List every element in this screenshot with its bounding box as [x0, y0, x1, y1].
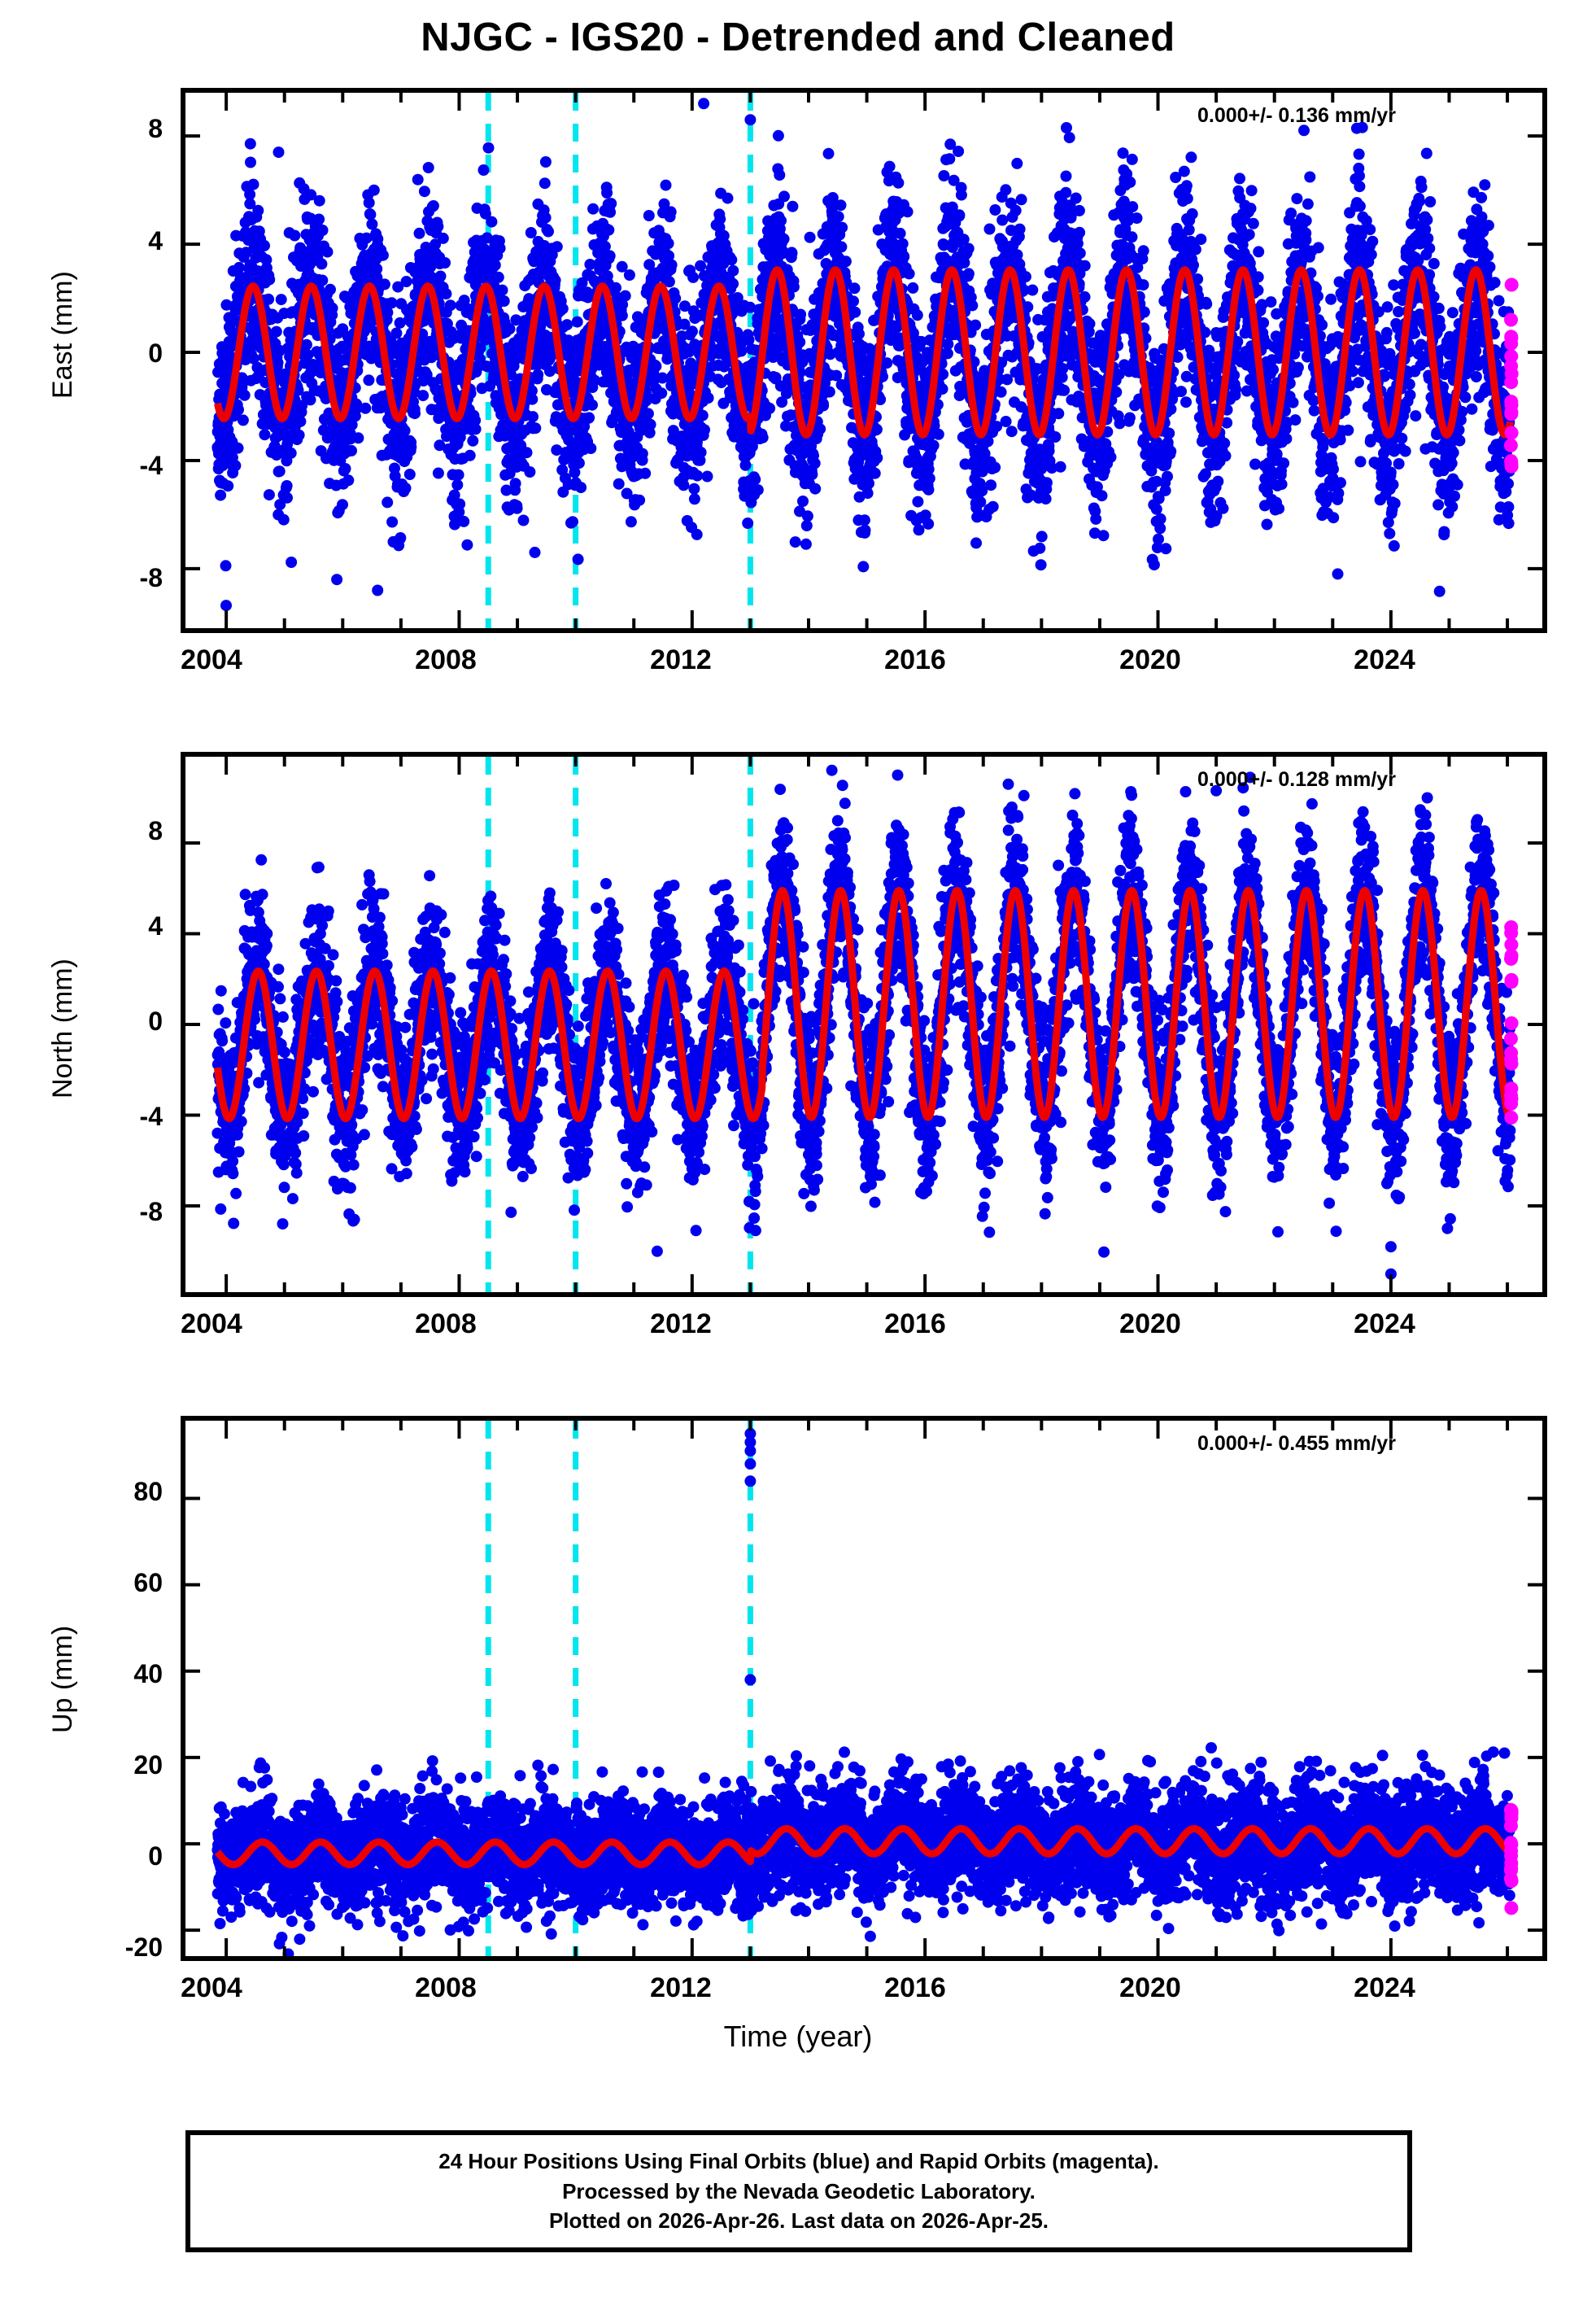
plot-frame-up[interactable]: [181, 1416, 1547, 1961]
y-tick-up-2: 40: [73, 1659, 163, 1689]
x-tick-up-2: 2012: [600, 1972, 762, 2004]
figure-caption-box: 24 Hour Positions Using Final Orbits (bl…: [185, 2130, 1412, 2252]
x-tick-east-3: 2016: [834, 644, 996, 676]
x-axis-title: Time (year): [0, 2020, 1596, 2054]
x-tick-north-2: 2012: [600, 1308, 762, 1340]
plot-frame-east[interactable]: [181, 88, 1547, 633]
x-tick-up-5: 2024: [1303, 1972, 1466, 2004]
y-tick-up-5: -20: [73, 1933, 163, 1963]
y-tick-north-0: 8: [89, 816, 163, 846]
y-tick-east-2: 0: [89, 338, 163, 369]
y-tick-north-2: 0: [89, 1007, 163, 1037]
y-tick-up-1: 60: [73, 1568, 163, 1598]
x-tick-east-5: 2024: [1303, 644, 1466, 676]
y-axis-label-east: East (mm): [47, 271, 79, 399]
y-tick-north-3: -4: [89, 1102, 163, 1132]
y-tick-east-0: 8: [89, 114, 163, 144]
x-tick-up-1: 2008: [364, 1972, 527, 2004]
y-tick-up-0: 80: [73, 1477, 163, 1507]
plot-area-north[interactable]: [185, 757, 1542, 1292]
x-tick-north-5: 2024: [1303, 1308, 1466, 1340]
y-tick-east-3: -4: [89, 451, 163, 481]
x-tick-north-1: 2008: [364, 1308, 527, 1340]
y-tick-east-4: -8: [89, 563, 163, 593]
y-axis-label-north: North (mm): [47, 959, 79, 1098]
plot-area-up[interactable]: [185, 1421, 1542, 1956]
x-tick-north-0: 2004: [130, 1308, 293, 1340]
x-tick-east-2: 2012: [600, 644, 762, 676]
x-tick-up-0: 2004: [130, 1972, 293, 2004]
y-tick-north-4: -8: [89, 1197, 163, 1227]
rate-annotation-up: 0.000+/- 0.455 mm/yr: [1197, 1432, 1396, 1456]
x-tick-north-4: 2020: [1069, 1308, 1232, 1340]
x-tick-east-1: 2008: [364, 644, 527, 676]
x-tick-up-4: 2020: [1069, 1972, 1232, 2004]
plot-frame-north[interactable]: [181, 752, 1547, 1297]
y-tick-east-1: 4: [89, 226, 163, 256]
rate-annotation-east: 0.000+/- 0.136 mm/yr: [1197, 104, 1396, 128]
caption-line-2: Processed by the Nevada Geodetic Laborat…: [562, 2177, 1036, 2207]
x-tick-up-3: 2016: [834, 1972, 996, 2004]
x-tick-east-0: 2004: [130, 644, 293, 676]
x-tick-north-3: 2016: [834, 1308, 996, 1340]
rate-annotation-north: 0.000+/- 0.128 mm/yr: [1197, 768, 1396, 792]
y-tick-north-1: 4: [89, 911, 163, 941]
page-title: NJGC - IGS20 - Detrended and Cleaned: [0, 15, 1596, 60]
plot-area-east[interactable]: [185, 93, 1542, 628]
caption-line-3: Plotted on 2026-Apr-26. Last data on 202…: [549, 2206, 1049, 2236]
y-tick-up-4: 0: [73, 1841, 163, 1871]
x-tick-east-4: 2020: [1069, 644, 1232, 676]
y-tick-up-3: 20: [73, 1750, 163, 1780]
caption-line-1: 24 Hour Positions Using Final Orbits (bl…: [438, 2147, 1159, 2177]
